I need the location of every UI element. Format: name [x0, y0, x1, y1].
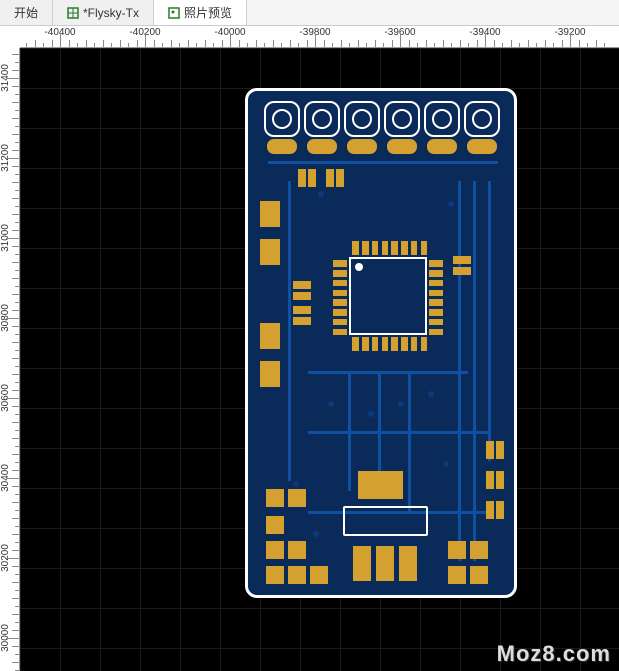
- ruler-horizontal: -40400-40200-40000-39800-39600-39400-392…: [20, 26, 619, 48]
- pcb-outline: [245, 88, 517, 598]
- tab-bar: 开始 *Flysky-Tx 照片预览: [0, 0, 619, 26]
- tab-label: 照片预览: [184, 4, 232, 21]
- tab-start[interactable]: 开始: [0, 0, 53, 25]
- tab-preview[interactable]: 照片预览: [154, 0, 247, 25]
- tab-flysky[interactable]: *Flysky-Tx: [53, 0, 154, 25]
- schematic-icon: [67, 7, 79, 19]
- watermark: Moz8.com: [497, 641, 611, 667]
- tab-label: *Flysky-Tx: [83, 6, 139, 20]
- pcb-board[interactable]: [245, 88, 517, 598]
- ruler-vertical: 3140031200310003080030600304003020030000: [0, 48, 20, 671]
- canvas[interactable]: [20, 48, 619, 671]
- preview-icon: [168, 7, 180, 19]
- tab-label: 开始: [14, 4, 38, 21]
